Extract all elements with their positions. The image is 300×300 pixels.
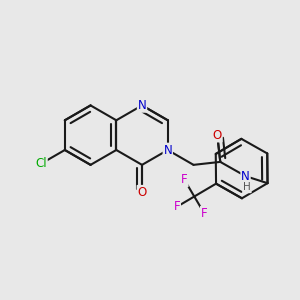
Text: O: O xyxy=(137,186,147,199)
Text: N: N xyxy=(138,99,146,112)
Text: F: F xyxy=(201,207,207,220)
Text: F: F xyxy=(174,200,180,213)
Text: O: O xyxy=(213,129,222,142)
Text: Cl: Cl xyxy=(35,157,47,170)
Text: F: F xyxy=(181,173,188,186)
Text: N: N xyxy=(164,143,172,157)
Text: H: H xyxy=(243,182,251,193)
Text: N: N xyxy=(241,170,250,183)
